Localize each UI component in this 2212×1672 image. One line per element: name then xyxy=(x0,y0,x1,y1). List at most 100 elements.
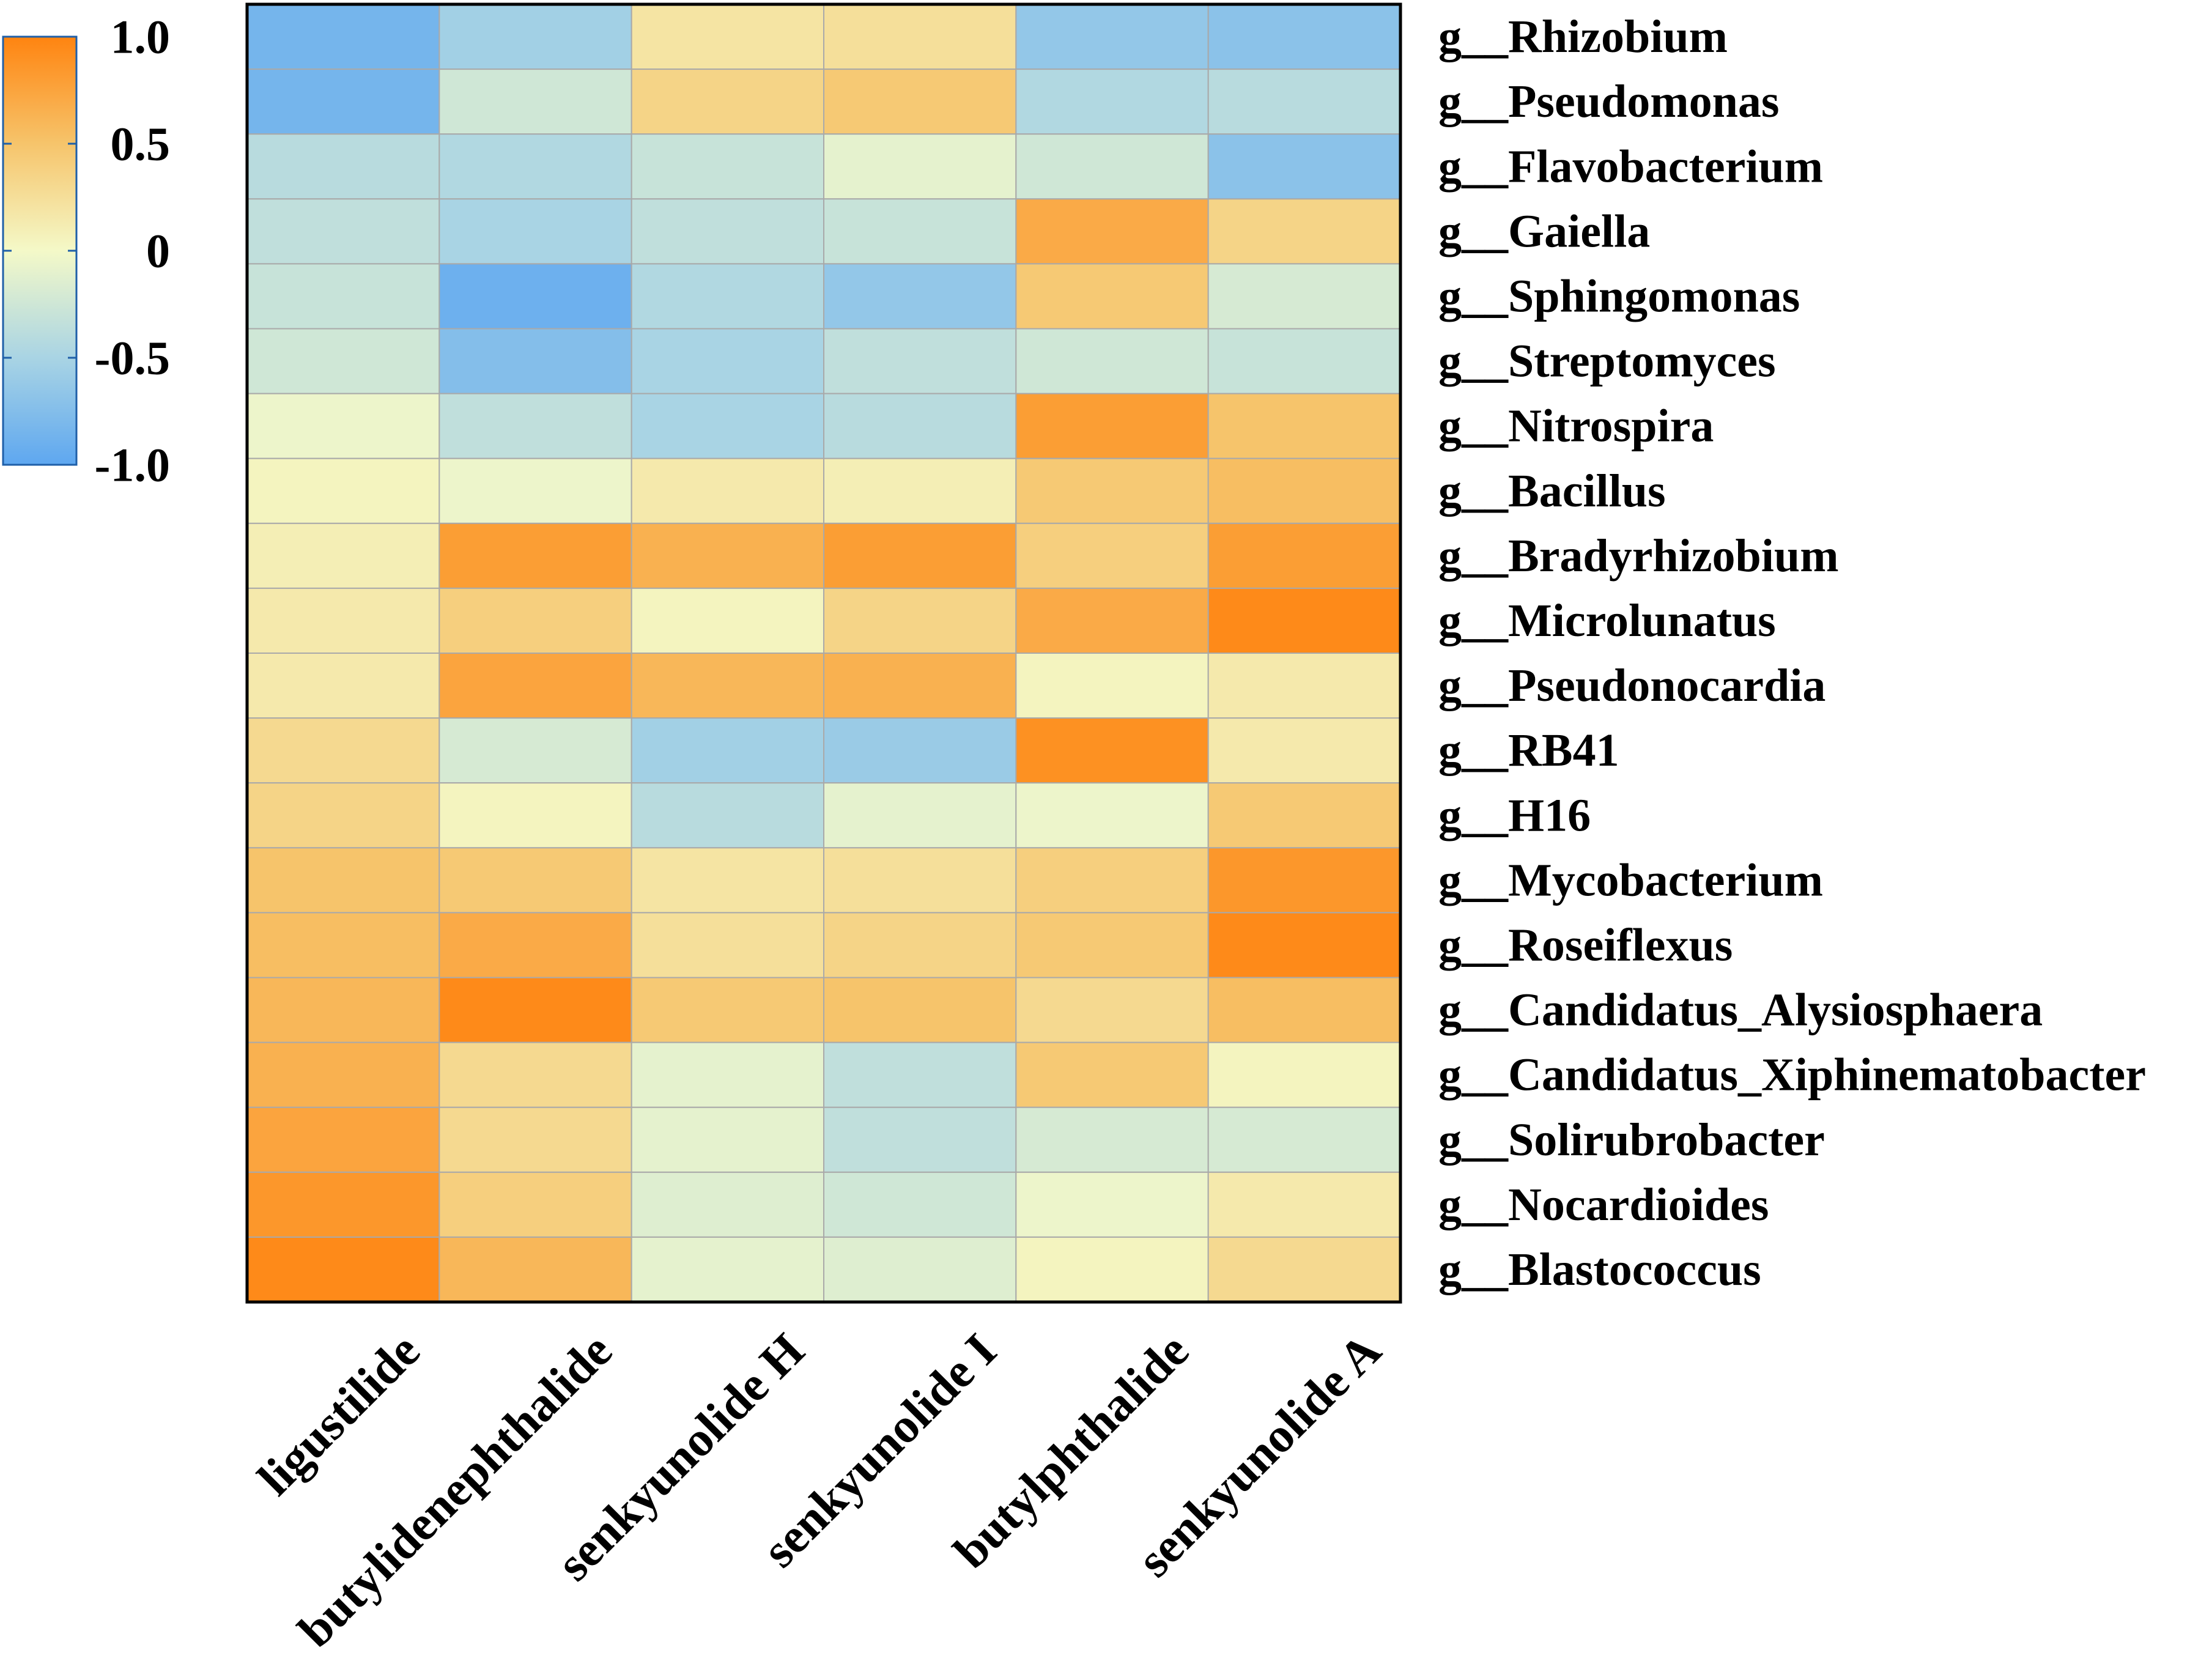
heatmap-cell xyxy=(438,717,632,784)
heatmap-cell xyxy=(1015,717,1209,784)
row-labels: g__Rhizobium g__Pseudomonas g__Flavobacter… xyxy=(1438,11,2146,1295)
heatmap-cell xyxy=(1207,198,1401,265)
heatmap-cell xyxy=(1015,393,1209,459)
heatmap-frame xyxy=(245,2,1402,1304)
heatmap-cell xyxy=(631,587,824,654)
heatmap-cell xyxy=(823,587,1017,654)
heatmap-cell xyxy=(1207,68,1401,135)
heatmap-cell xyxy=(823,4,1017,70)
heatmap-cell xyxy=(1207,1106,1401,1173)
heatmap-cells xyxy=(246,4,1401,1303)
heatmap-cell xyxy=(246,653,440,719)
heatmap-cell xyxy=(438,1041,632,1108)
heatmap-cell xyxy=(438,133,632,200)
heatmap-cell xyxy=(1015,1171,1209,1238)
heatmap-cell xyxy=(823,393,1017,459)
heatmap-cell xyxy=(1207,328,1401,394)
heatmap-cell xyxy=(246,1041,440,1108)
heatmap-cell xyxy=(1015,457,1209,524)
heatmap-cell xyxy=(1207,1236,1401,1303)
heatmap-cell xyxy=(631,328,824,394)
row-label: g__Microlunatus xyxy=(1438,595,1776,646)
heatmap-cell xyxy=(823,263,1017,330)
heatmap-cell xyxy=(1207,847,1401,914)
heatmap-cell xyxy=(631,4,824,70)
heatmap-cell xyxy=(438,328,632,394)
heatmap-cell xyxy=(438,522,632,589)
row-label: g__Candidatus_Alysiosphaera xyxy=(1438,985,2043,1036)
heatmap-cell xyxy=(823,1106,1017,1173)
heatmap-cell xyxy=(823,1171,1017,1238)
colorbar: 1.0 0.5 0 -0.5 -1.0 xyxy=(2,10,170,492)
heatmap-cell xyxy=(823,1041,1017,1108)
colorbar-gradient xyxy=(2,35,78,466)
row-label: g__RB41 xyxy=(1438,725,1619,776)
heatmap-cell xyxy=(1207,133,1401,200)
heatmap-cell xyxy=(1015,68,1209,135)
heatmap-cell xyxy=(823,782,1017,849)
heatmap-cell xyxy=(1207,393,1401,459)
heatmap-cell xyxy=(246,1106,440,1173)
heatmap-cell xyxy=(1015,1106,1209,1173)
heatmap-cell xyxy=(823,847,1017,914)
heatmap-cell xyxy=(438,1171,632,1238)
heatmap-cell xyxy=(823,977,1017,1043)
heatmap-cell xyxy=(631,522,824,589)
heatmap-cell xyxy=(823,457,1017,524)
heatmap-cell xyxy=(1207,912,1401,978)
row-label: g__Mycobacterium xyxy=(1438,854,1823,906)
heatmap-cell xyxy=(823,198,1017,265)
heatmap-cell xyxy=(631,653,824,719)
heatmap-cell xyxy=(246,393,440,459)
heatmap-cell xyxy=(1015,198,1209,265)
heatmap-cell xyxy=(246,133,440,200)
row-label: g__Nocardioides xyxy=(1438,1179,1769,1230)
heatmap-cell xyxy=(1015,587,1209,654)
heatmap-cell xyxy=(631,1041,824,1108)
row-label: g__Pseudomonas xyxy=(1438,76,1779,127)
heatmap-cell xyxy=(631,198,824,265)
row-label: g__Sphingomonas xyxy=(1438,270,1800,322)
row-label: g__Candidatus_Xiphinematobacter xyxy=(1438,1049,2146,1101)
heatmap-cell xyxy=(246,1171,440,1238)
column-label: butylidenephthalide xyxy=(288,1323,622,1657)
heatmap-cell xyxy=(1015,912,1209,978)
heatmap-cell xyxy=(823,1236,1017,1303)
heatmap-cell xyxy=(823,717,1017,784)
heatmap-cell xyxy=(246,912,440,978)
heatmap-cell xyxy=(631,912,824,978)
heatmap-cell xyxy=(1207,717,1401,784)
heatmap-cell xyxy=(1015,328,1209,394)
heatmap-cell xyxy=(631,457,824,524)
row-label: g__Gaiella xyxy=(1438,205,1650,257)
heatmap-cell xyxy=(1207,457,1401,524)
heatmap-cell xyxy=(438,587,632,654)
heatmap-cell xyxy=(1015,977,1209,1043)
row-label: g__Nitrospira xyxy=(1438,401,1714,452)
column-labels: ligustilidebutylidenephthalidesenkyunoli… xyxy=(248,1323,1392,1658)
column-label: ligustilide xyxy=(248,1323,431,1506)
heatmap-cell xyxy=(823,328,1017,394)
row-label: g__Bacillus xyxy=(1438,465,1666,517)
heatmap-cell xyxy=(1207,522,1401,589)
row-label: g__H16 xyxy=(1438,790,1591,841)
row-label: g__Flavobacterium xyxy=(1438,141,1823,192)
heatmap-cell xyxy=(631,133,824,200)
heatmap-cell xyxy=(1015,782,1209,849)
heatmap-cell xyxy=(438,1106,632,1173)
row-label: g__Roseiflexus xyxy=(1438,919,1733,971)
heatmap-cell xyxy=(631,1236,824,1303)
heatmap-cell xyxy=(823,133,1017,200)
heatmap-cell xyxy=(1207,1171,1401,1238)
heatmap-cell xyxy=(1015,847,1209,914)
heatmap-cell xyxy=(1207,587,1401,654)
heatmap-cell xyxy=(438,847,632,914)
heatmap-cell xyxy=(246,522,440,589)
heatmap-cell xyxy=(438,912,632,978)
heatmap-cell xyxy=(1015,522,1209,589)
heatmap-cell xyxy=(438,653,632,719)
row-label: g__Blastococcus xyxy=(1438,1244,1761,1295)
heatmap-cell xyxy=(1207,977,1401,1043)
heatmap-cell xyxy=(631,782,824,849)
